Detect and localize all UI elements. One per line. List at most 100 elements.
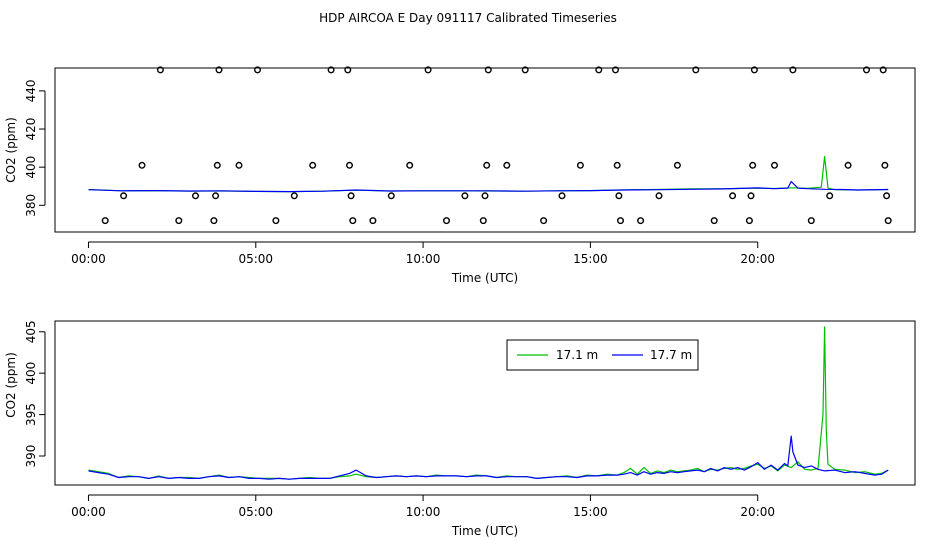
top-scatter-point — [807, 217, 815, 225]
bottom-y-tick-label: 405 — [24, 320, 38, 343]
top-scatter-point — [175, 217, 183, 225]
top-scatter-point — [461, 192, 469, 200]
top-scatter-point — [479, 217, 487, 225]
top-scatter-series — [101, 66, 892, 225]
top-scatter-point — [327, 66, 335, 74]
top-scatter-point — [617, 217, 625, 225]
top-scatter-point — [210, 217, 218, 225]
top-scatter-point — [235, 161, 243, 169]
top-scatter-point — [481, 192, 489, 200]
bottom-x-tick-label: 05:00 — [238, 505, 273, 519]
top-x-tick-label: 00:00 — [71, 252, 106, 266]
top-scatter-point — [387, 192, 395, 200]
top-scatter-point — [771, 161, 779, 169]
top-scatter-point — [483, 161, 491, 169]
top-scatter-point — [710, 217, 718, 225]
bottom-x-tick-label: 20:00 — [740, 505, 775, 519]
top-scatter-point — [655, 192, 663, 200]
top-y-tick-label: 440 — [24, 79, 38, 102]
top-scatter-point — [272, 217, 280, 225]
top-panel: 00:00 05:00 10:00 15:00 20:00 380 400 420 440 T… — [4, 66, 916, 285]
top-scatter-point — [344, 66, 352, 74]
top-x-tick-label: 10:00 — [406, 252, 441, 266]
top-y-tick-label: 400 — [24, 156, 38, 179]
top-scatter-point — [101, 217, 109, 225]
bottom-x-tick-label: 00:00 — [71, 505, 106, 519]
bottom-plot-frame — [54, 320, 916, 486]
top-scatter-point — [346, 161, 354, 169]
top-scatter-point — [692, 66, 700, 74]
top-scatter-point — [253, 66, 261, 74]
top-scatter-point — [750, 66, 758, 74]
top-scatter-point — [138, 161, 146, 169]
top-x-axis-title: Time (UTC) — [451, 271, 518, 285]
top-scatter-point — [883, 192, 891, 200]
top-y-tick-label: 380 — [24, 194, 38, 217]
top-scatter-point — [884, 217, 892, 225]
top-scatter-point — [349, 217, 357, 225]
top-scatter-point — [576, 161, 584, 169]
top-y-axis-title: CO2 (ppm) — [4, 117, 18, 183]
top-scatter-point — [595, 66, 603, 74]
top-scatter-point — [749, 161, 757, 169]
bottom-x-tick-label: 15:00 — [573, 505, 608, 519]
bottom-y-tick-label: 400 — [24, 362, 38, 385]
top-scatter-point — [215, 66, 223, 74]
top-scatter-point — [637, 217, 645, 225]
top-scatter-point — [443, 217, 451, 225]
top-scatter-point — [213, 161, 221, 169]
bottom-x-axis-title: Time (UTC) — [451, 524, 518, 538]
bottom-series-line-2 — [88, 435, 889, 480]
top-scatter-point — [826, 192, 834, 200]
top-scatter-point — [369, 217, 377, 225]
top-x-axis: 00:00 05:00 10:00 15:00 20:00 — [71, 241, 775, 266]
top-scatter-point — [879, 66, 887, 74]
top-x-tick-label: 05:00 — [238, 252, 273, 266]
top-scatter-point — [406, 161, 414, 169]
top-scatter-point — [521, 66, 529, 74]
legend: 17.1 m 17.7 m — [506, 339, 699, 371]
bottom-y-tick-label: 395 — [24, 403, 38, 426]
top-scatter-point — [881, 161, 889, 169]
top-y-axis: 380 400 420 440 — [24, 79, 46, 217]
legend-label-17-1m: 17.1 m — [556, 348, 598, 362]
top-scatter-point — [484, 66, 492, 74]
top-scatter-point — [612, 66, 620, 74]
top-scatter-point — [424, 66, 432, 74]
bottom-y-axis: 390 395 400 405 — [24, 320, 46, 468]
top-scatter-point — [503, 161, 511, 169]
bottom-panel: 00:00 05:00 10:00 15:00 20:00 390 395 400 405 1… — [4, 320, 916, 538]
top-line-series — [88, 155, 889, 193]
top-scatter-point — [729, 192, 737, 200]
top-scatter-point — [747, 192, 755, 200]
bottom-x-tick-label: 10:00 — [406, 505, 441, 519]
bottom-x-axis: 00:00 05:00 10:00 15:00 20:00 — [71, 494, 775, 519]
top-series-line-2 — [88, 180, 889, 193]
top-scatter-point — [309, 161, 317, 169]
top-scatter-point — [844, 161, 852, 169]
top-scatter-point — [673, 161, 681, 169]
top-scatter-point — [863, 66, 871, 74]
bottom-y-axis-title: CO2 (ppm) — [4, 352, 18, 418]
top-scatter-point — [156, 66, 164, 74]
top-scatter-point — [347, 192, 355, 200]
bottom-y-tick-label: 390 — [24, 445, 38, 468]
top-x-tick-label: 20:00 — [740, 252, 775, 266]
chart-title: HDP AIRCOA E Day 091117 Calibrated Times… — [319, 11, 617, 25]
top-scatter-point — [789, 66, 797, 74]
top-x-tick-label: 15:00 — [573, 252, 608, 266]
top-scatter-point — [745, 217, 753, 225]
top-scatter-point — [290, 192, 298, 200]
top-scatter-point — [191, 192, 199, 200]
top-scatter-point — [613, 161, 621, 169]
bottom-line-series — [88, 326, 889, 480]
bottom-series-line-1 — [88, 326, 889, 480]
top-plot-frame — [54, 67, 916, 233]
top-series-line-1 — [88, 155, 889, 193]
top-scatter-point — [615, 192, 623, 200]
top-scatter-point — [558, 192, 566, 200]
legend-box — [506, 339, 699, 371]
top-scatter-point — [212, 192, 220, 200]
top-scatter-point — [540, 217, 548, 225]
